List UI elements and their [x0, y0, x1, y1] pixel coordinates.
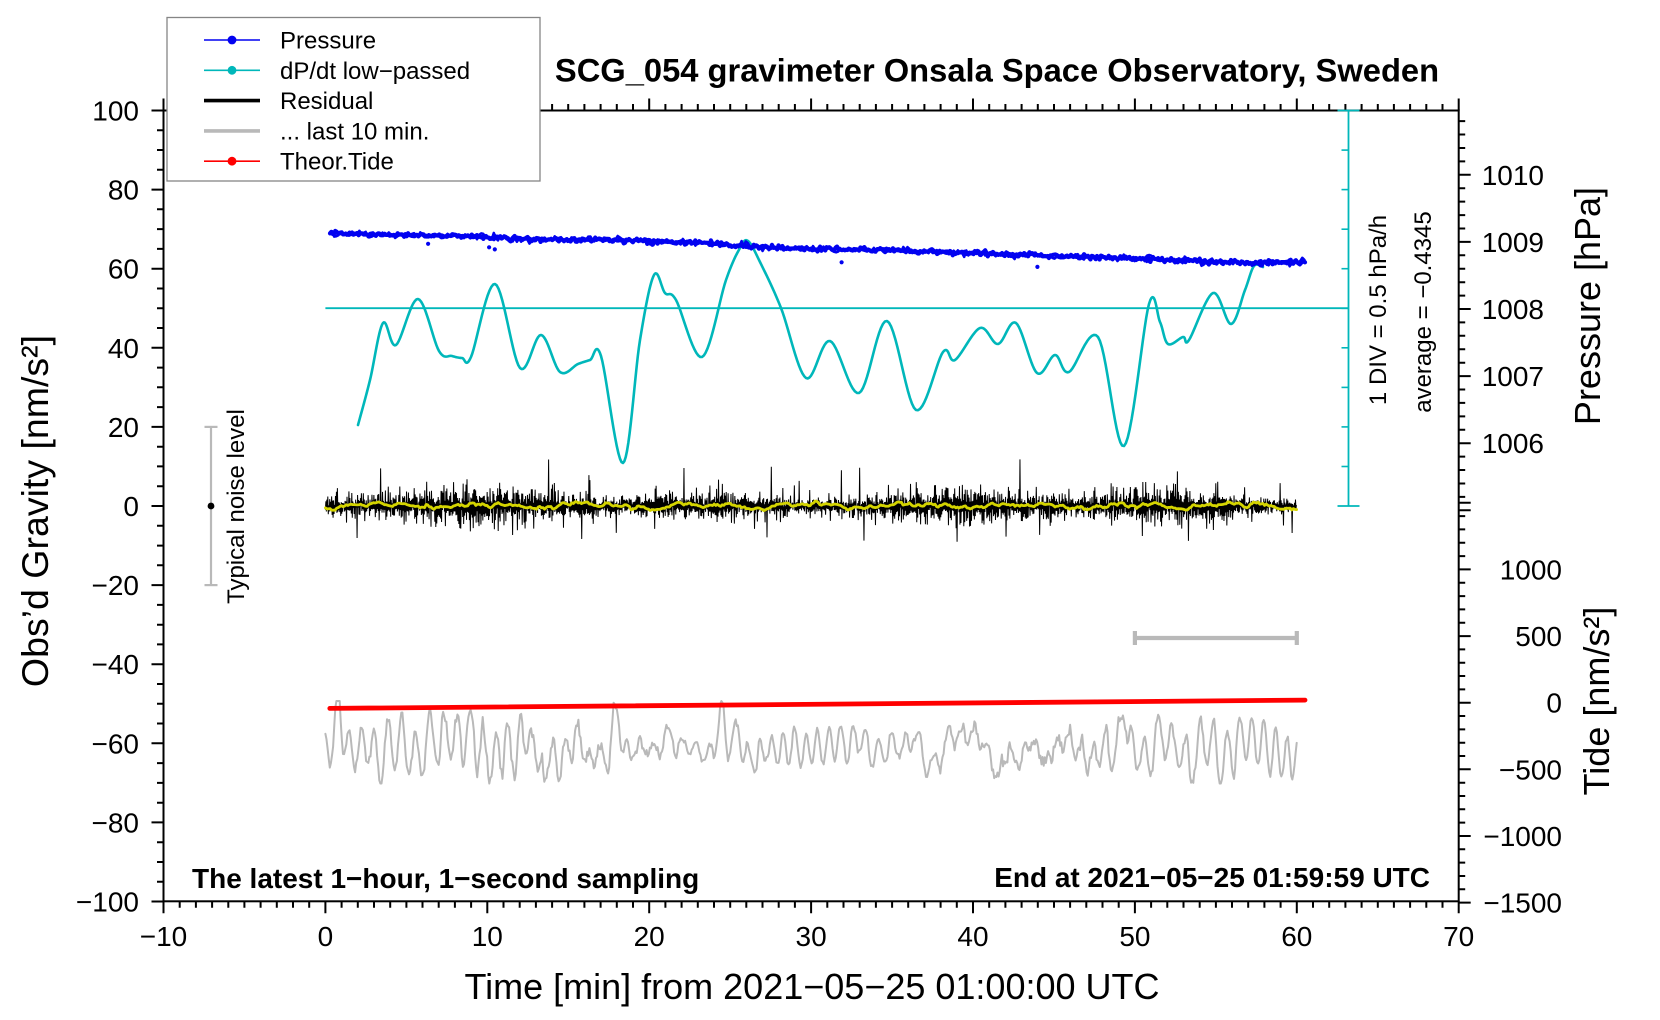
- svg-text:40: 40: [957, 921, 988, 952]
- svg-text:1010: 1010: [1482, 160, 1544, 191]
- svg-text:1006: 1006: [1482, 428, 1544, 459]
- svg-text:−80: −80: [92, 807, 140, 838]
- svg-text:40: 40: [108, 333, 139, 364]
- svg-text:1009: 1009: [1482, 227, 1544, 258]
- svg-text:Pressure [hPa]: Pressure [hPa]: [1567, 187, 1608, 425]
- svg-text:0: 0: [318, 921, 334, 952]
- svg-text:... last 10 min.: ... last 10 min.: [280, 118, 429, 145]
- svg-text:−500: −500: [1499, 754, 1562, 785]
- svg-text:The latest 1−hour, 1−second sa: The latest 1−hour, 1−second sampling: [192, 863, 699, 894]
- svg-text:0: 0: [1546, 688, 1562, 719]
- svg-text:End at 2021−05−25 01:59:59 UTC: End at 2021−05−25 01:59:59 UTC: [994, 862, 1430, 893]
- svg-text:−20: −20: [92, 570, 140, 601]
- svg-text:60: 60: [108, 254, 139, 285]
- svg-text:1007: 1007: [1482, 361, 1544, 392]
- svg-text:50: 50: [1119, 921, 1150, 952]
- svg-text:Obs’d Gravity [nm/s²]: Obs’d Gravity [nm/s²]: [14, 335, 56, 687]
- svg-text:500: 500: [1515, 621, 1562, 652]
- svg-text:−1500: −1500: [1483, 888, 1562, 919]
- svg-text:−10: −10: [140, 921, 188, 952]
- svg-text:100: 100: [92, 96, 139, 127]
- svg-text:−60: −60: [92, 728, 140, 759]
- svg-text:dP/dt low−passed: dP/dt low−passed: [280, 58, 470, 85]
- svg-text:80: 80: [108, 175, 139, 206]
- svg-text:1008: 1008: [1482, 294, 1544, 325]
- svg-text:Residual: Residual: [280, 88, 373, 115]
- svg-text:30: 30: [796, 921, 827, 952]
- svg-text:1000: 1000: [1500, 554, 1562, 585]
- svg-text:20: 20: [108, 412, 139, 443]
- svg-text:−100: −100: [76, 887, 139, 918]
- svg-text:0: 0: [123, 491, 139, 522]
- svg-text:Typical noise level: Typical noise level: [223, 409, 250, 604]
- svg-text:Theor.Tide: Theor.Tide: [280, 149, 394, 176]
- svg-text:70: 70: [1443, 921, 1474, 952]
- svg-text:10: 10: [472, 921, 503, 952]
- svg-text:Tide [nm/s²]: Tide [nm/s²]: [1576, 607, 1617, 796]
- svg-text:SCG_054 gravimeter Onsala Spac: SCG_054 gravimeter Onsala Space Observat…: [555, 52, 1439, 89]
- svg-text:average = −0.4345: average = −0.4345: [1410, 211, 1437, 413]
- svg-text:−40: −40: [92, 649, 140, 680]
- svg-text:−1000: −1000: [1483, 821, 1562, 852]
- svg-text:20: 20: [634, 921, 665, 952]
- svg-text:1 DIV = 0.5 hPa/h: 1 DIV = 0.5 hPa/h: [1365, 215, 1392, 405]
- svg-text:Pressure: Pressure: [280, 28, 376, 55]
- svg-text:60: 60: [1281, 921, 1312, 952]
- svg-text:Time [min] from 2021−05−25 01:: Time [min] from 2021−05−25 01:00:00 UTC: [464, 966, 1159, 1007]
